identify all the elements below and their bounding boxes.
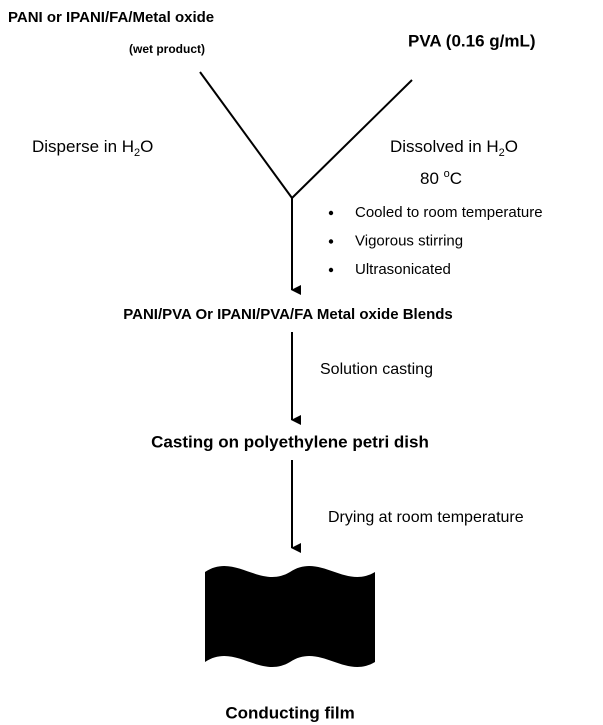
step-label: Drying at room temperature (328, 509, 524, 526)
blend: PANI/PVA Or IPANI/PVA/FA Metal oxide Ble… (123, 306, 453, 323)
bullet (328, 267, 334, 273)
step-label: Solution casting (320, 361, 433, 378)
casting: Casting on polyethylene petri dish (151, 432, 429, 451)
temperature: 80 oC (420, 168, 462, 189)
left-input: PANI or IPANI/FA/Metal oxide (8, 9, 214, 26)
bullet (328, 210, 334, 216)
left-input-note: (wet product) (129, 42, 205, 56)
right-step: Dissolved in H2O (390, 137, 518, 158)
mixing-step: Cooled to room temperature (355, 204, 543, 221)
mixing-step: Ultrasonicated (355, 261, 451, 278)
right-input: PVA (0.16 g/mL) (408, 31, 536, 50)
film-icon (205, 566, 375, 667)
bullet (328, 239, 334, 244)
left-step: Disperse in H2O (32, 137, 153, 158)
mixing-step: Vigorous stirring (355, 232, 463, 249)
merge-line (291, 79, 413, 199)
product: Conducting film (225, 703, 354, 722)
merge-line (199, 71, 293, 199)
